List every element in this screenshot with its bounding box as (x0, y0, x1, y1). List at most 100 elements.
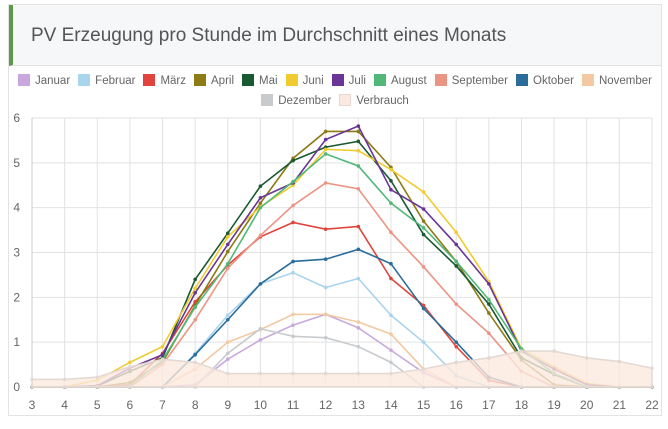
x-tick-label: 3 (29, 398, 36, 412)
legend-item-juli[interactable]: Juli (331, 71, 366, 91)
series-mai-point (356, 139, 361, 144)
series-februar-point (291, 270, 295, 275)
series-februar-point (356, 276, 361, 281)
series-februar-point (389, 313, 393, 318)
legend-label: September (451, 75, 509, 87)
chart-panel: PV Erzeugung pro Stunde im Durchschnitt … (8, 4, 662, 416)
series-verbrauch-point (128, 365, 132, 369)
series-juli-point (356, 124, 361, 128)
x-tick-label: 19 (547, 398, 561, 412)
legend-item-april[interactable]: April (194, 71, 234, 91)
legend-swatch (339, 94, 352, 106)
legend-label: Oktober (533, 75, 574, 87)
series-mai-point (421, 232, 426, 237)
series-juli-point (421, 207, 426, 211)
series-august-point (258, 205, 263, 210)
series-april-line (32, 130, 652, 388)
series-verbrauch-point (160, 357, 165, 362)
series-dezember-point (225, 351, 230, 356)
x-tick-label: 9 (224, 398, 231, 412)
x-tick-label: 10 (254, 398, 268, 412)
series-mai-point (193, 277, 197, 282)
series-juni-line (32, 148, 652, 388)
legend-item-januar[interactable]: Januar (18, 71, 70, 91)
legend-item-dezember[interactable]: Dezember (261, 91, 331, 111)
series-august-point (454, 259, 459, 264)
legend-item-märz[interactable]: März (143, 71, 186, 91)
legend-label: Februar (95, 75, 136, 87)
series-verbrauch-point (95, 375, 100, 379)
legend-item-februar[interactable]: Februar (78, 71, 135, 91)
y-tick-label: 1 (13, 335, 20, 349)
series-april-point (323, 129, 328, 134)
series-juni-point (389, 167, 393, 172)
series-verbrauch-point (30, 377, 34, 382)
series-juni-point (421, 190, 426, 194)
series-oktober-point (291, 259, 295, 264)
chart-legend: Januar Februar März April Mai Juni Juli August S… (9, 71, 661, 111)
series-verbrauch-point (389, 371, 393, 376)
x-tick-label: 16 (450, 398, 464, 412)
series-april-point (356, 129, 361, 134)
series-februar-point (421, 340, 426, 344)
series-märz-point (454, 344, 459, 349)
series-dezember-point (291, 334, 295, 339)
series-juli-point (389, 187, 393, 192)
series-januar-point (258, 338, 263, 342)
legend-item-mai[interactable]: Mai (242, 71, 278, 91)
series-verbrauch-point (552, 349, 556, 353)
series-mai-point (258, 184, 263, 188)
series-verbrauch-point (487, 356, 491, 360)
series-verbrauch-point (225, 371, 230, 376)
x-tick-label: 18 (515, 398, 529, 412)
series-mai-point (487, 302, 491, 306)
x-tick-label: 8 (192, 398, 199, 412)
series-verbrauch-point (617, 359, 622, 364)
y-tick-label: 6 (13, 111, 20, 125)
legend-swatch (434, 74, 447, 86)
series-april-point (258, 201, 263, 205)
series-august-point (356, 164, 361, 168)
legend-label: Verbrauch (356, 95, 409, 107)
series-oktober-point (323, 257, 328, 262)
series-märz-point (389, 276, 393, 281)
x-tick-label: 6 (127, 398, 134, 412)
x-tick-label: 12 (319, 398, 333, 412)
legend-label: Mai (259, 75, 278, 87)
legend-item-september[interactable]: September (434, 71, 509, 91)
series-juli-line (32, 125, 652, 388)
series-juni-point (160, 344, 165, 349)
series-märz-point (291, 220, 295, 225)
legend-item-juni[interactable]: Juni (285, 71, 324, 91)
series-august-point (291, 179, 295, 184)
y-tick-label: 5 (13, 156, 20, 170)
series-juni-point (323, 147, 328, 152)
series-dezember-point (389, 360, 393, 365)
series-januar-point (356, 326, 361, 330)
series-september-point (323, 181, 328, 185)
series-august-point (193, 305, 197, 309)
series-juni-point (454, 230, 459, 235)
legend-swatch (581, 74, 594, 86)
series-september-point (258, 233, 263, 238)
series-dezember-point (258, 326, 263, 331)
series-verbrauch-point (454, 360, 459, 365)
chart-title: PV Erzeugung pro Stunde im Durchschnitt … (31, 25, 507, 46)
x-tick-label: 5 (94, 398, 101, 412)
series-januar-point (389, 348, 393, 353)
series-september-point (454, 302, 459, 306)
legend-swatch (18, 74, 30, 86)
series-oktober-point (421, 306, 426, 311)
series-juli-point (487, 282, 491, 286)
series-januar-point (291, 323, 295, 327)
series-juli-point (323, 137, 328, 142)
legend-item-verbrauch[interactable]: Verbrauch (339, 91, 409, 111)
legend-item-august[interactable]: August (373, 71, 427, 91)
y-tick-label: 0 (13, 380, 20, 394)
legend-item-november[interactable]: November (581, 71, 652, 91)
legend-swatch (373, 74, 386, 86)
x-tick-label: 11 (287, 398, 300, 412)
series-april-point (421, 219, 426, 223)
legend-item-oktober[interactable]: Oktober (516, 71, 574, 91)
